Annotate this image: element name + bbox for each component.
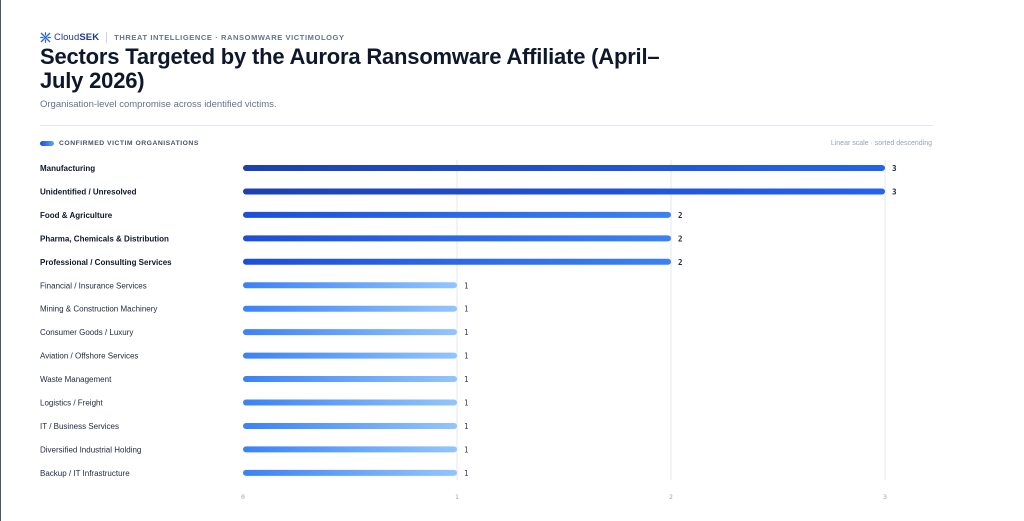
cloudsek-logo: CloudSEK — [40, 32, 99, 43]
value-label: 1 — [464, 328, 469, 337]
bar-5 — [243, 282, 457, 289]
category-label: Pharma, Chemicals & Distribution — [40, 234, 169, 243]
logo-wordmark-light: Cloud — [54, 31, 80, 43]
x-tick-label: 3 — [883, 493, 887, 501]
category-label: Mining & Construction Machinery — [40, 305, 157, 314]
value-label: 1 — [464, 469, 469, 478]
bar-6 — [243, 305, 457, 312]
value-label: 1 — [464, 281, 469, 290]
category-label: Consumer Goods / Luxury — [40, 328, 133, 337]
scale-note: Linear scale · sorted descending — [830, 140, 932, 147]
chart-title: Sectors Targeted by the Aurora Ransomwar… — [40, 44, 660, 93]
legend-swatch — [40, 141, 54, 146]
category-label: Unidentified / Unresolved — [40, 187, 137, 196]
bar-11 — [243, 422, 457, 429]
value-label: 2 — [678, 258, 683, 267]
category-label: IT / Business Services — [40, 422, 119, 431]
x-tick-label: 2 — [669, 493, 673, 501]
value-label: 1 — [464, 305, 469, 314]
x-tick-label: 1 — [455, 493, 459, 501]
x-tick-label: 0 — [241, 493, 245, 501]
category-label: Logistics / Freight — [40, 399, 103, 408]
category-label: Manufacturing — [40, 164, 95, 173]
bar-2 — [243, 211, 671, 218]
category-label: Food & Agriculture — [40, 211, 113, 220]
bars — [243, 165, 885, 476]
value-label: 1 — [464, 445, 469, 454]
legend-label: CONFIRMED VICTIM ORGANISATIONS — [59, 140, 199, 147]
value-label: 1 — [464, 399, 469, 408]
chart-subtitle: Organisation-level compromise across ide… — [40, 99, 277, 110]
value-label: 1 — [464, 352, 469, 361]
category-label: Financial / Insurance Services — [40, 281, 147, 290]
legend: CONFIRMED VICTIM ORGANISATIONS — [40, 140, 199, 147]
section-kicker: THREAT INTELLIGENCE · RANSOMWARE VICTIMO… — [114, 32, 345, 42]
brand-row: CloudSEK THREAT INTELLIGENCE · RANSOMWAR… — [40, 31, 345, 43]
bar-9 — [243, 376, 457, 383]
cloudsek-logo-icon — [40, 31, 51, 43]
category-labels: Manufacturing Unidentified / Unresolved Fo… — [40, 164, 172, 478]
bar-0 — [243, 165, 885, 171]
bar-3 — [243, 235, 671, 242]
value-label: 2 — [678, 211, 683, 220]
x-axis-ticks: 0 1 2 3 — [241, 493, 887, 501]
header-divider — [40, 125, 933, 126]
brand-divider — [106, 31, 108, 43]
bar-8 — [243, 352, 457, 359]
category-label: Diversified Industrial Holding — [40, 445, 141, 454]
value-label: 3 — [892, 164, 897, 173]
value-labels: 3 3 2 2 2 1 1 1 1 1 1 1 1 1 — [464, 164, 897, 478]
logo-wordmark-bold: SEK — [79, 31, 100, 43]
bar-7 — [243, 329, 457, 336]
category-label: Waste Management — [40, 375, 112, 384]
bar-4 — [243, 258, 671, 265]
category-label: Aviation / Offshore Services — [40, 352, 138, 361]
bar-12 — [243, 446, 457, 453]
grid-lines — [456, 160, 886, 480]
bar-13 — [243, 469, 457, 476]
logo-wordmark: CloudSEK — [54, 32, 99, 43]
category-label: Professional / Consulting Services — [40, 258, 172, 267]
value-label: 3 — [892, 187, 897, 196]
bar-10 — [243, 399, 457, 406]
value-label: 1 — [464, 422, 469, 431]
value-label: 1 — [464, 375, 469, 384]
bar-1 — [243, 188, 885, 195]
category-label: Backup / IT Infrastructure — [40, 469, 130, 478]
value-label: 2 — [678, 234, 683, 243]
